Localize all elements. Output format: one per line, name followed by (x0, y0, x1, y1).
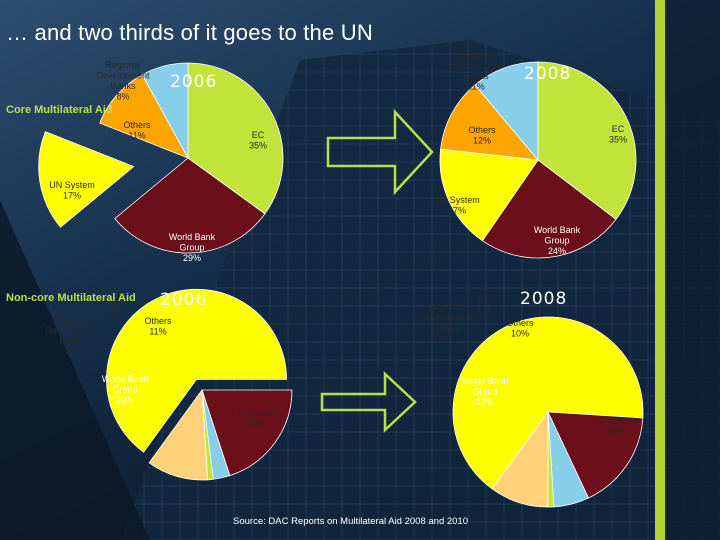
chart-title-noncore-2006: 2006 (160, 290, 208, 310)
data-label-world-bank-group: World Bank Group 29% (169, 232, 216, 263)
chart-title-core-2008: 2008 (524, 64, 572, 84)
slide-title: … and two thirds of it goes to the UN (6, 20, 373, 45)
pie-slice-regional-development-banks (474, 61, 539, 162)
data-label-un-system: UN System 17% (434, 195, 480, 216)
arrow-right-icon (326, 108, 434, 196)
pie-slice-others (148, 388, 209, 481)
pie-slice-world-bank-group (481, 159, 617, 259)
arrows-group (320, 108, 434, 433)
pie-slice-others (99, 74, 189, 159)
pie-slice-world-bank-group (114, 157, 266, 254)
data-label-others: Others 11% (123, 120, 151, 141)
chart-title-core-2006: 2006 (170, 72, 218, 92)
pie-slice-un-system (106, 288, 287, 453)
pie-slice-world-bank-group (547, 411, 644, 499)
data-label-ec: EC 35% (249, 130, 267, 151)
section-label-core: Core Multilateral Aid (6, 104, 113, 116)
pie-slice-un-system (38, 131, 135, 228)
data-label-ec: EC 35% (609, 124, 627, 145)
pie-slice-ec (187, 62, 284, 215)
data-label-world-bank-group: World Bank Group 24% (534, 225, 581, 256)
pie-slice-others (440, 84, 539, 161)
arrow-right-icon (320, 371, 417, 433)
data-label-un-system: UN System 65% (232, 408, 278, 429)
section-label-noncore: Non-core Multilateral Aid (6, 292, 136, 304)
pie-chart-4: UN System 66% World Bank Group 17% Regional De… (419, 294, 644, 508)
pie-slice-world-bank-group (201, 389, 293, 477)
pie-chart-1: EC 35% World Bank Group 29% UN System 17% Other… (38, 60, 284, 263)
pie-slice-others (491, 410, 549, 508)
pie-slice-un-system (452, 316, 644, 490)
data-label-others: Others 10% (506, 318, 534, 339)
pie-slice-regional-development-banks (141, 62, 189, 159)
data-label-ec: EC 1% (110, 300, 123, 321)
data-label-world-bank-group: World Bank Group 20% (102, 374, 149, 405)
data-label-others: Others 11% (144, 316, 172, 337)
pie-chart-2: EC 35% World Bank Group 24% UN System 17% Other… (434, 50, 637, 259)
data-label-others: Others 12% (468, 125, 496, 146)
chart-title-noncore-2008: 2008 (520, 289, 568, 309)
data-label-un-system: UN System 66% (594, 415, 640, 436)
data-label-un-system: UN System 17% (49, 180, 95, 201)
pie-chart-3: UN System 65% World Bank Group 20%Regional De… (45, 288, 293, 481)
data-label-regional-development-banks: Regional Development Banks 3% (45, 315, 99, 357)
data-label-regional-development-banks: Regional Development Banks 11% (449, 50, 503, 92)
data-label-ec: EC 1% (476, 294, 489, 315)
data-label-world-bank-group: World Bank Group 17% (462, 376, 509, 407)
data-label-regional-development-banks: Regional Development Banks 8% (96, 60, 150, 102)
pie-slice-ec (537, 61, 637, 220)
pie-slice-un-system (439, 148, 539, 242)
source-note: Source: DAC Reports on Multilateral Aid … (233, 516, 468, 527)
data-label-regional-development-banks: Regional Development Banks 6% (419, 302, 473, 344)
